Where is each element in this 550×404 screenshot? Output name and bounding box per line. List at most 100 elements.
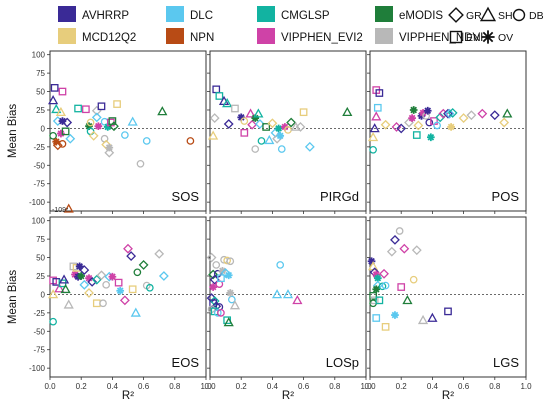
point-avhrrp-square [50,84,59,92]
point-vipphen-evi2-square [397,283,406,291]
y-tick-label: -100 [29,198,46,207]
point-avhrrp-asterisk [423,106,432,115]
point-emodis-diamond [109,121,119,132]
legend-label-npn: NPN [190,32,214,44]
point-mcd12q2-diamond [413,120,424,131]
point-dlc-circle [213,309,222,317]
point-avhrrp-asterisk [58,117,67,125]
panel-label: POS [492,189,520,204]
point-dlc-diamond [158,271,169,281]
x-tick-label: 0.6 [298,382,310,391]
point-emodis-circle [133,268,142,277]
point-avhrrp-asterisk [367,257,376,266]
offscale-label: -109 [52,207,66,214]
point-emodis-asterisk [77,272,86,280]
legend-shape-circle-icon [512,8,526,22]
x-axis-label-3: R² [442,390,454,402]
point-dlc-circle [142,137,151,145]
point-mcd12q2-diamond [88,130,99,141]
point-vipphen-ndvi-triangle [417,314,429,325]
legend-label-vipphen-ndvi: VIPPHEN_NDVI [399,32,483,44]
point-dlc-triangle [264,134,275,145]
point-mcd12q2-square [128,285,137,294]
point-emodis-square [262,123,271,131]
x-tick-label: 0.2 [396,382,408,391]
point-emodis-triangle [342,106,353,117]
point-avhrrp-triangle [427,312,438,322]
point-avhrrp-diamond [62,117,73,128]
y-tick-label: -75 [33,346,45,355]
point-dlc-square [372,314,381,322]
point-vipphen-evi2-asterisk [108,272,117,281]
legend-label-mcd12q2: MCD12Q2 [82,32,136,44]
point-dlc-diamond [79,279,90,290]
point-cmglsp-square [375,296,384,305]
point-vipphen-ndvi-circle [102,280,111,289]
point-vipphen-evi2-asterisk [57,129,65,138]
y-tick-label: 75 [36,69,45,78]
point-avhrrp-triangle [48,95,59,105]
point-emodis-triangle [60,283,71,294]
point-vipphen-evi2-asterisk [85,274,93,283]
point-emodis-asterisk [372,285,381,294]
point-mcd12q2-circle [223,256,232,265]
legend-label-en: EN [466,32,481,44]
x-tick-label: 0.6 [458,382,470,391]
point-cmglsp-triangle [222,98,233,108]
legend-shape-diamond-icon [448,7,464,23]
x-tick-label: 0.0 [364,382,376,391]
point-emodis-diamond [286,117,297,128]
point-vipphen-evi2-diamond [123,243,133,254]
point-cmglsp-circle [145,283,154,292]
point-cmglsp-square [215,92,224,100]
y-tick-label: 75 [36,235,45,244]
x-tick-label: 0.4 [107,382,119,391]
point-vipphen-ndvi-circle [395,227,404,235]
legend-swatch-avhrrp [58,6,76,22]
point-avhrrp-diamond [489,110,500,121]
point-emodis-triangle [157,106,168,116]
point-mcd12q2-square [299,108,308,117]
axis-labels: Mean Bias Mean Bias R² R² R² [7,104,454,402]
legend-swatch-dlc [166,6,184,22]
y-tick-label: 0 [41,124,46,133]
legend-label-db: DB [529,10,544,22]
point-mcd12q2-diamond [458,113,469,124]
point-dlc-diamond [65,133,76,144]
point-vipphen-ndvi-circle [136,159,145,168]
legend-swatch-vipphen-ndvi [375,28,393,44]
point-avhrrp-square [444,307,452,316]
point-cmglsp-asterisk [427,133,435,142]
point-mcd12q2-square [381,323,390,331]
x-tick-label: 0.0 [204,382,216,391]
legend-label-gr: GR [466,10,482,22]
point-vipphen-ndvi-diamond [104,147,115,158]
point-avhrrp-asterisk [75,262,84,271]
point-vipphen-evi2-asterisk [209,283,217,291]
point-vipphen-ndvi-diamond [295,122,306,132]
x-tick-label: 0.8 [169,382,181,391]
legend-label-ov: OV [498,32,513,44]
point-dlc-triangle [130,307,141,317]
point-vipphen-ndvi-asterisk [226,289,235,297]
point-vipphen-evi2-asterisk [419,109,427,117]
point-dlc-triangle [271,289,283,299]
point-dlc-asterisk [224,271,233,280]
point-dlc-square [373,103,382,112]
point-avhrrp-triangle [369,123,380,133]
point-dlc-triangle [127,116,138,126]
point-vipphen-ndvi-triangle [290,121,301,131]
legend-label-avhrrp: AVHRRP [82,10,129,22]
y-axis-label-1: Mean Bias [7,104,19,159]
point-avhrrp-diamond [87,276,98,287]
point-vipphen-ndvi-diamond [386,246,397,257]
point-mcd12q2-diamond [84,288,94,298]
panel-eos: -100 -75 -50 -25 0 25 50 75 100 0.0 0.2 0.4 0.6 0.8 1.… [29,216,212,391]
panel-frame [209,50,367,212]
point-cmglsp-diamond [91,274,102,285]
legend-swatch-cmglsp [257,6,275,22]
point-emodis-asterisk [251,114,260,122]
panel-label: LGS [493,355,519,370]
x-tick-label: 0.2 [76,382,88,391]
x-tick-label: 0.8 [329,382,341,391]
